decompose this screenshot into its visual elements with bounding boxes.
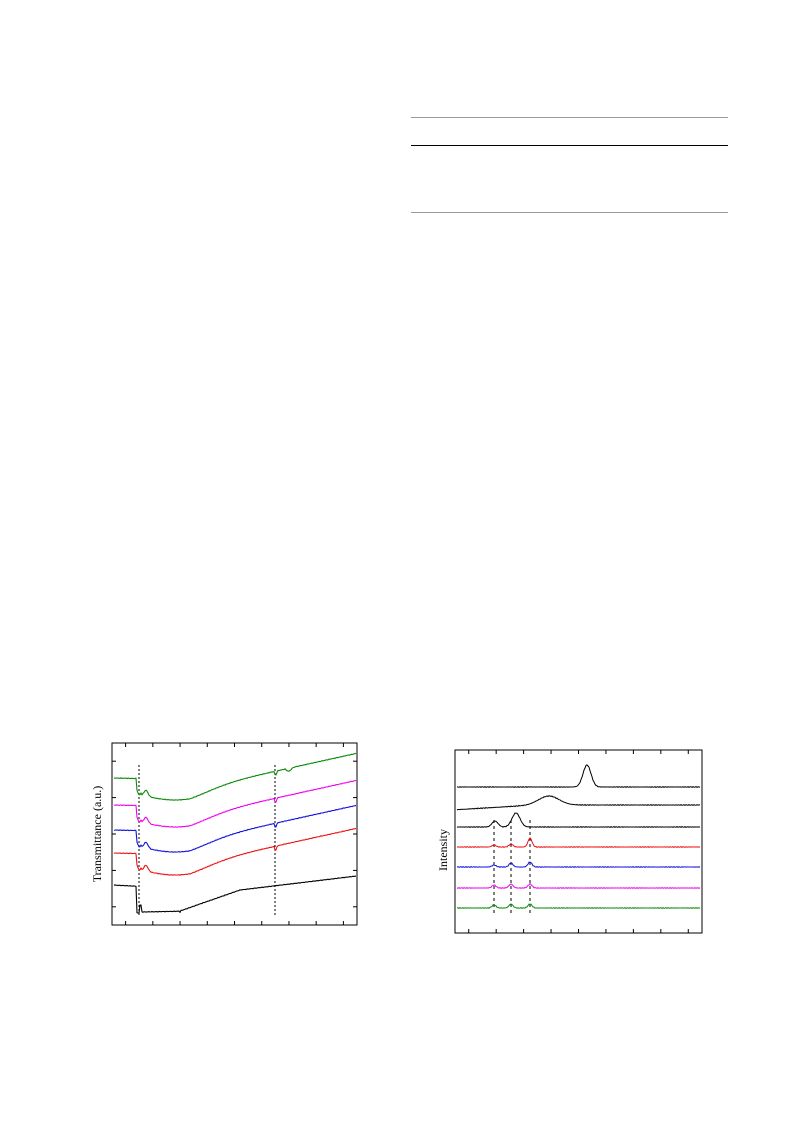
xrd-y-label: Intensity	[436, 829, 450, 871]
xrd-patterns-figure: Intensity	[436, 749, 703, 934]
table-top-rule	[411, 117, 728, 118]
xrd-series-line-4	[456, 837, 701, 849]
ir-y-label: Transmittance (a.u.)	[90, 786, 104, 883]
xrd-reference-lines	[493, 820, 531, 915]
ir-series-line-4	[113, 828, 357, 876]
ir-series-line-5	[113, 875, 356, 914]
ir-ticks	[112, 743, 357, 925]
xrd-series-line-5	[456, 861, 701, 869]
ir-reference-lines	[138, 765, 276, 915]
ir-series-line-1	[113, 752, 357, 801]
ir-spectra-figure: Transmittance (a.u.)	[90, 742, 358, 926]
table-rules	[411, 117, 728, 217]
ir-series-group	[113, 752, 357, 914]
xrd-series-line-7	[456, 903, 701, 910]
xrd-series-line-2	[456, 795, 700, 811]
xrd-ticks	[468, 750, 689, 933]
table-bottom-rule	[411, 212, 728, 213]
table-header-rule	[411, 145, 728, 146]
xrd-series-line-1	[456, 764, 701, 789]
ir-series-line-3	[113, 805, 357, 853]
xrd-series-line-6	[456, 882, 701, 890]
xrd-series-line-3	[456, 812, 700, 829]
xrd-series-group	[456, 764, 701, 910]
ir-series-line-2	[113, 779, 357, 828]
